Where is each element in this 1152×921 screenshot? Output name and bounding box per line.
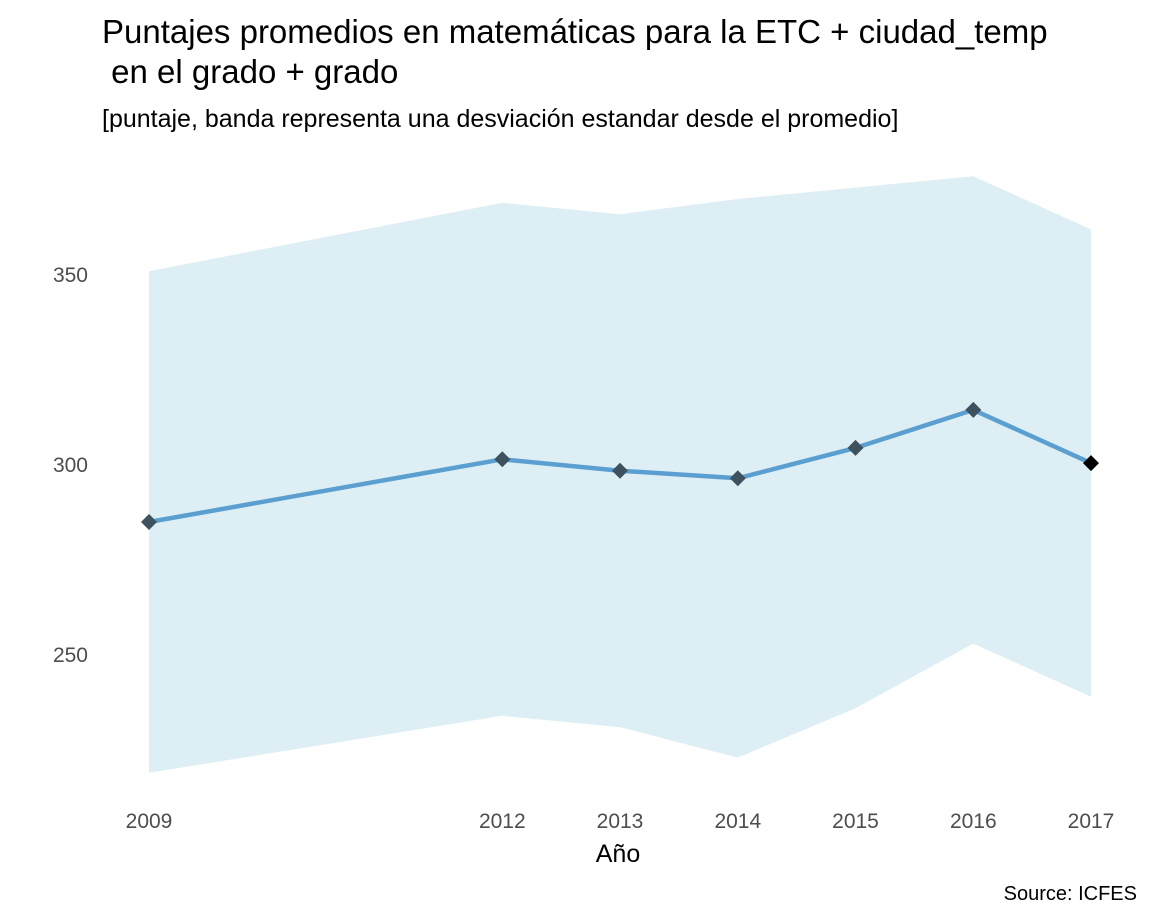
x-tick-label-2015: 2015 <box>832 810 879 833</box>
data-point-layer <box>141 401 1099 530</box>
x-tick-label-2014: 2014 <box>714 810 761 833</box>
data-point-2015 <box>847 439 864 456</box>
data-point-2013 <box>612 462 628 479</box>
chart-title-line-2: en el grado + grado <box>102 53 398 90</box>
x-tick-label-2009: 2009 <box>126 810 173 833</box>
data-point-2009 <box>141 514 157 530</box>
x-tick-label-2012: 2012 <box>479 810 526 833</box>
x-axis-ticks: 2009 2012 2013 2014 2015 2016 2017 <box>126 810 1115 833</box>
y-tick-label-300: 300 <box>53 454 88 477</box>
data-point-2016 <box>965 401 982 418</box>
data-point-2012 <box>494 451 511 468</box>
x-tick-label-2013: 2013 <box>597 810 644 833</box>
chart-title-line-1: Puntajes promedios en matemáticas para l… <box>102 13 1048 50</box>
y-tick-label-350: 350 <box>53 264 88 287</box>
y-tick-label-250: 250 <box>53 644 88 667</box>
x-axis-title: Año <box>596 840 640 868</box>
chart-caption: Source: ICFES <box>1004 883 1137 905</box>
chart-subtitle: [puntaje, banda representa una desviació… <box>102 105 898 133</box>
x-tick-label-2017: 2017 <box>1068 810 1115 833</box>
y-axis-ticks: 250 300 350 <box>53 264 88 667</box>
data-point-2017 <box>1083 455 1099 472</box>
data-point-2014 <box>729 470 746 487</box>
x-tick-label-2016: 2016 <box>950 810 997 833</box>
